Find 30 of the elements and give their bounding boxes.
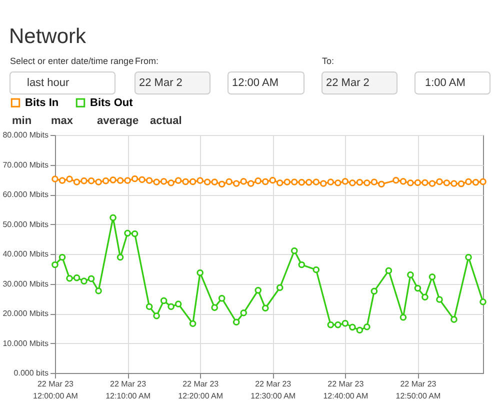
- y-tick-label: 50.000 Mbits: [2, 220, 48, 229]
- text: To:: [322, 56, 334, 66]
- y-tick-label: 10.000 Mbits: [2, 338, 48, 348]
- x-tick-label: 22 Mar 23 12:20:00 AM: [178, 380, 224, 400]
- y-tick-label: 60.000 Mbits: [2, 190, 48, 199]
- y-tick-label: 20.000 Mbits: [2, 309, 48, 318]
- text: Select or enter date/time range: [10, 56, 134, 66]
- text: 12:00 AM: [232, 77, 278, 89]
- x-tick-label: 22 Mar 23 12:30:00 AM: [250, 380, 296, 400]
- y-tick-label: 0.000 bits: [14, 368, 48, 378]
- text: 22 Mar 2: [326, 77, 370, 89]
- x-tick-label: 22 Mar 23 12:40:00 AM: [323, 380, 368, 400]
- text: actual: [150, 115, 182, 127]
- y-tick-label: 70.000 Mbits: [2, 160, 48, 170]
- y-tick-label: 30.000 Mbits: [2, 279, 48, 288]
- text: 1:00 AM: [425, 77, 466, 89]
- text: last hour: [27, 77, 70, 89]
- text: 22 Mar 2: [139, 77, 182, 89]
- y-tick-label: 80.000 Mbits: [2, 130, 48, 140]
- text: max: [51, 115, 74, 127]
- text: min: [12, 115, 32, 127]
- legend-label: Bits Out: [90, 96, 134, 109]
- x-tick-label: 22 Mar 23 12:00:00 AM: [33, 380, 78, 400]
- x-tick-label: 22 Mar 23 12:50:00 AM: [396, 380, 442, 400]
- x-tick-label: 22 Mar 23 12:10:00 AM: [106, 380, 151, 400]
- legend-label: Bits In: [25, 96, 59, 109]
- chart-title: Network: [9, 25, 87, 48]
- y-tick-label: 40.000 Mbits: [2, 250, 48, 258]
- text: average: [97, 115, 139, 127]
- text: From:: [135, 56, 158, 66]
